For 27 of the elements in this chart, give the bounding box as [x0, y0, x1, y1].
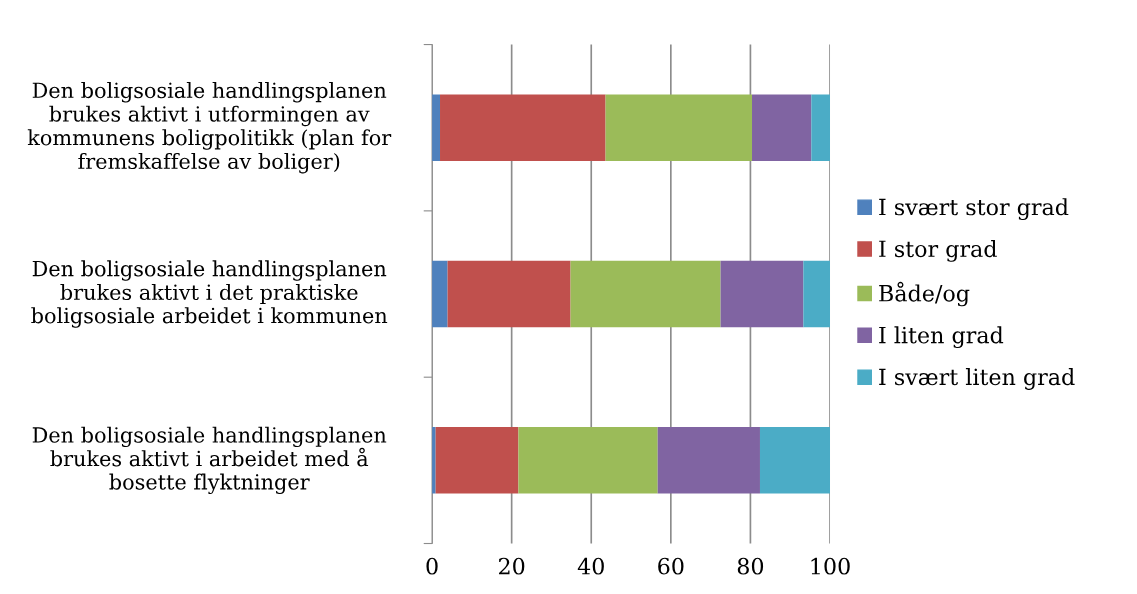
- x-tick-label: 80: [737, 557, 764, 575]
- bar: [811, 94, 831, 161]
- x-tick-label: 0: [426, 557, 438, 575]
- legend-label: I stor grad: [879, 239, 997, 262]
- bar: [803, 260, 831, 328]
- bar: [605, 94, 753, 161]
- bar: [435, 427, 519, 494]
- x-tick-label: 20: [499, 557, 525, 575]
- x-tick-label: 60: [658, 557, 684, 575]
- bar: [720, 260, 804, 328]
- bar: [752, 94, 812, 161]
- x-tick-label: 100: [811, 557, 850, 575]
- bar: [432, 260, 448, 328]
- y-tick-label: Den boligsosiale handlingsplanen brukes aktivt i utformingen av kommunens boligpolitikk (plan for fremskaffelse av boliger): [27, 82, 392, 174]
- legend-label: I svært stor grad: [879, 198, 1069, 220]
- y-tick-label: Den boligsosiale handlingsplanen brukes aktivt i det praktiske boligsosiale arbeidet i kommunen: [31, 260, 388, 328]
- y-tick-label: Den boligsosiale handlingsplanen brukes aktivt i arbeidet med å bosette flyktninger: [32, 426, 387, 495]
- bar: [440, 94, 606, 161]
- legend-label: I svært liten grad: [879, 368, 1075, 390]
- x-tick-label: 40: [577, 557, 604, 575]
- bar: [447, 260, 571, 328]
- legend-label: I liten grad: [879, 326, 1004, 349]
- bar: [657, 427, 760, 494]
- bar: [759, 427, 831, 494]
- bar: [570, 260, 721, 328]
- bar: [518, 427, 658, 494]
- legend-label: Både/og: [879, 281, 970, 307]
